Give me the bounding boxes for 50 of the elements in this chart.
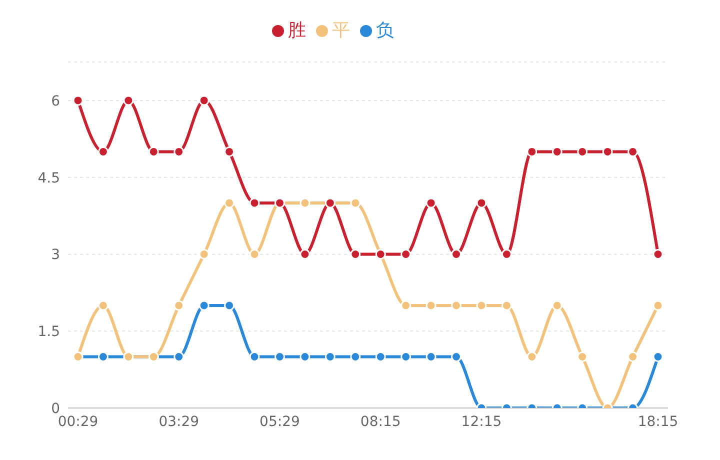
point (526, 351, 538, 362)
point (123, 95, 134, 106)
point (300, 248, 310, 260)
point (501, 300, 512, 311)
point (174, 300, 184, 311)
point (148, 146, 159, 157)
point (98, 300, 108, 311)
point (98, 146, 108, 157)
point (426, 198, 436, 208)
point (224, 300, 235, 311)
y-tick-label: 3 (51, 247, 60, 264)
point (350, 248, 361, 260)
point (224, 198, 235, 208)
y-tick-label: 6 (51, 93, 60, 110)
point (400, 248, 412, 260)
legend-label: 负 (376, 20, 394, 41)
point (426, 300, 436, 311)
point (476, 198, 487, 208)
legend-label: 胜 (288, 20, 306, 41)
x-tick-label: 03:29 (158, 414, 200, 430)
x-tick-label: 05:29 (260, 414, 300, 430)
point (451, 300, 462, 311)
point (174, 351, 184, 362)
y-tick-label: 1.5 (38, 324, 60, 340)
point (476, 300, 487, 311)
point (300, 198, 310, 208)
point (552, 300, 562, 311)
point (198, 248, 210, 260)
point (577, 351, 588, 362)
point (174, 146, 184, 157)
legend-label: 平 (332, 20, 350, 41)
point (350, 198, 361, 208)
point (652, 300, 664, 311)
point (400, 300, 412, 311)
point (652, 248, 664, 260)
point (198, 300, 210, 311)
y-tick-label: 0 (51, 400, 60, 417)
point (224, 146, 235, 157)
y-tick-label: 4.5 (38, 170, 60, 186)
x-tick-label: 18:15 (638, 414, 678, 430)
point (72, 95, 84, 106)
point (501, 248, 512, 260)
point (198, 95, 210, 106)
point (249, 351, 260, 362)
point (249, 198, 260, 208)
x-tick-label: 12:15 (461, 414, 502, 430)
point (249, 248, 260, 260)
x-tick-label: 00:29 (58, 414, 98, 430)
x-tick-label: 08:15 (360, 414, 401, 430)
point (451, 248, 462, 260)
